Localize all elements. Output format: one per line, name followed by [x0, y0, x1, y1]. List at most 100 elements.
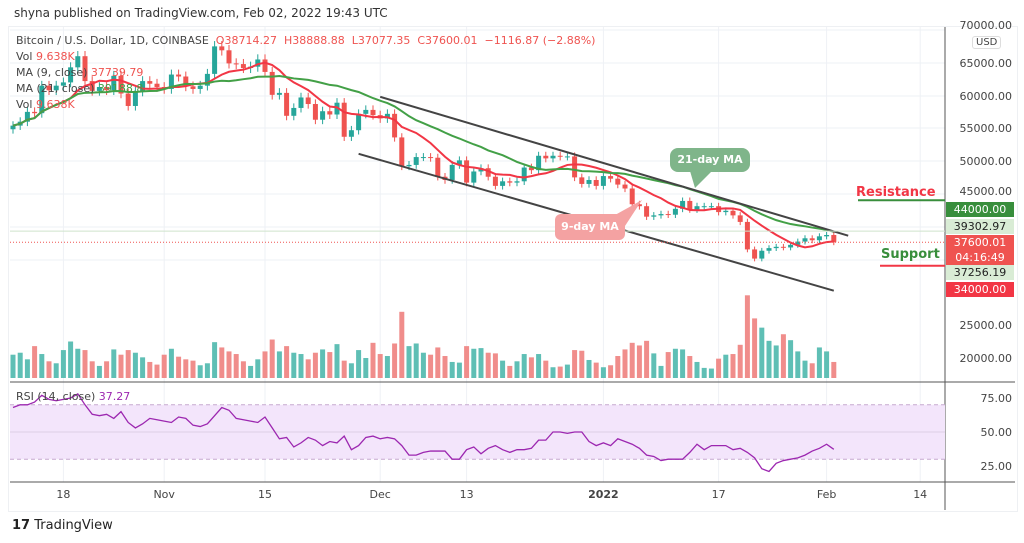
volume-bar	[550, 367, 556, 378]
rsi-tick: 75.00	[980, 392, 1013, 405]
vol-value: 9.638K	[35, 50, 75, 63]
candle-body	[708, 206, 714, 208]
chart-legend: Bitcoin / U.S. Dollar, 1D, COINBASE O387…	[16, 33, 595, 113]
ma9-value: 37739.79	[90, 66, 144, 79]
candle-body	[831, 235, 837, 243]
candle-body	[168, 74, 174, 89]
volume-bar	[809, 363, 815, 378]
candle-body	[147, 81, 153, 84]
rsi-value: 37.27	[98, 390, 131, 403]
volume-bar	[766, 340, 772, 378]
volume-bar	[449, 361, 455, 378]
candle-body	[384, 113, 390, 119]
candle-body	[305, 97, 311, 105]
candle-body	[190, 86, 196, 89]
candle-body	[392, 113, 398, 138]
time-tick: Nov	[153, 488, 175, 501]
candle-body	[197, 85, 203, 89]
symbol[interactable]: Bitcoin / U.S. Dollar, 1D, COINBASE	[16, 34, 209, 47]
volume-bar	[118, 354, 124, 378]
volume-bar	[312, 352, 318, 378]
candle-body	[154, 83, 160, 87]
candle-body	[723, 210, 729, 213]
volume-bar	[464, 346, 470, 378]
volume-bar	[363, 358, 369, 378]
candle-body	[125, 93, 131, 106]
volume-bar	[816, 347, 822, 378]
ohlc-close: C37600.01	[417, 34, 478, 47]
currency-button[interactable]: USD	[972, 36, 1002, 49]
volume-bar	[392, 343, 398, 378]
tradingview-logo[interactable]: 17 TradingView	[12, 518, 113, 533]
volume-bar	[572, 350, 578, 378]
volume-bar	[320, 349, 326, 378]
candle-body	[118, 75, 124, 94]
volume-bar	[802, 360, 808, 378]
time-tick: 2022	[588, 488, 619, 501]
volume-bar	[831, 361, 837, 378]
resistance-label: Resistance	[856, 185, 936, 200]
candle-body	[262, 59, 268, 72]
candle-body	[636, 204, 642, 207]
time-tick: 18	[56, 488, 71, 501]
volume-bar	[730, 354, 736, 378]
volume-tick: 20000.00	[959, 352, 1013, 365]
volume-bar	[384, 356, 390, 378]
volume-bar	[723, 354, 729, 378]
candle-body	[536, 155, 542, 171]
volume-bar	[68, 341, 74, 378]
candle-body	[672, 208, 678, 215]
price-tick: 60000.00	[959, 90, 1013, 103]
candle-body	[752, 249, 758, 259]
candle-body	[39, 85, 45, 114]
candle-body	[348, 130, 354, 137]
time-tick: 14	[913, 488, 928, 501]
candle-body	[500, 181, 506, 186]
vol2-value: 9.638K	[35, 98, 75, 111]
candle-body	[312, 104, 318, 120]
volume-bar	[190, 360, 196, 378]
candle-body	[10, 125, 16, 130]
candle-body	[665, 214, 671, 216]
candle-body	[269, 71, 275, 95]
volume-bar	[125, 350, 131, 378]
volume-bar	[514, 361, 520, 378]
candle-body	[32, 111, 38, 114]
candle-body	[399, 137, 405, 167]
volume-bar	[240, 361, 246, 378]
ma21-price-tag: 39302.97	[946, 219, 1014, 234]
candle-body	[291, 107, 297, 116]
volume-bar	[276, 351, 282, 378]
candle-body	[622, 184, 628, 189]
candle-body	[485, 168, 491, 177]
volume-bar	[442, 356, 448, 378]
rsi-line	[12, 393, 835, 473]
published-by: shyna published on TradingView.com, Feb …	[14, 6, 388, 20]
volume-bar	[356, 350, 362, 378]
volume-bar	[370, 342, 376, 378]
volume-bar	[147, 361, 153, 378]
candle-body	[276, 92, 282, 95]
candle-body	[492, 176, 498, 186]
time-tick: 17	[711, 488, 726, 501]
candle-body	[586, 179, 592, 184]
volume-bar	[708, 368, 714, 378]
candle-body	[255, 59, 261, 67]
candle-body	[298, 97, 304, 108]
candle-body	[428, 157, 434, 159]
volume-bar	[334, 344, 340, 378]
price-tick: 45000.00	[959, 185, 1013, 198]
volume-bar	[658, 365, 664, 378]
volume-bar	[593, 362, 599, 378]
volume-bar	[579, 350, 585, 378]
volume-bar	[500, 360, 506, 378]
price-tick: 70000.00	[959, 19, 1013, 32]
volume-bar	[543, 360, 549, 378]
volume-bar	[377, 354, 383, 378]
last-price-tag: 37600.01 04:16:49	[946, 235, 1014, 265]
candle-body	[788, 244, 794, 248]
candle-body	[226, 50, 232, 64]
candle-body	[615, 178, 621, 185]
candle-body	[75, 56, 81, 68]
